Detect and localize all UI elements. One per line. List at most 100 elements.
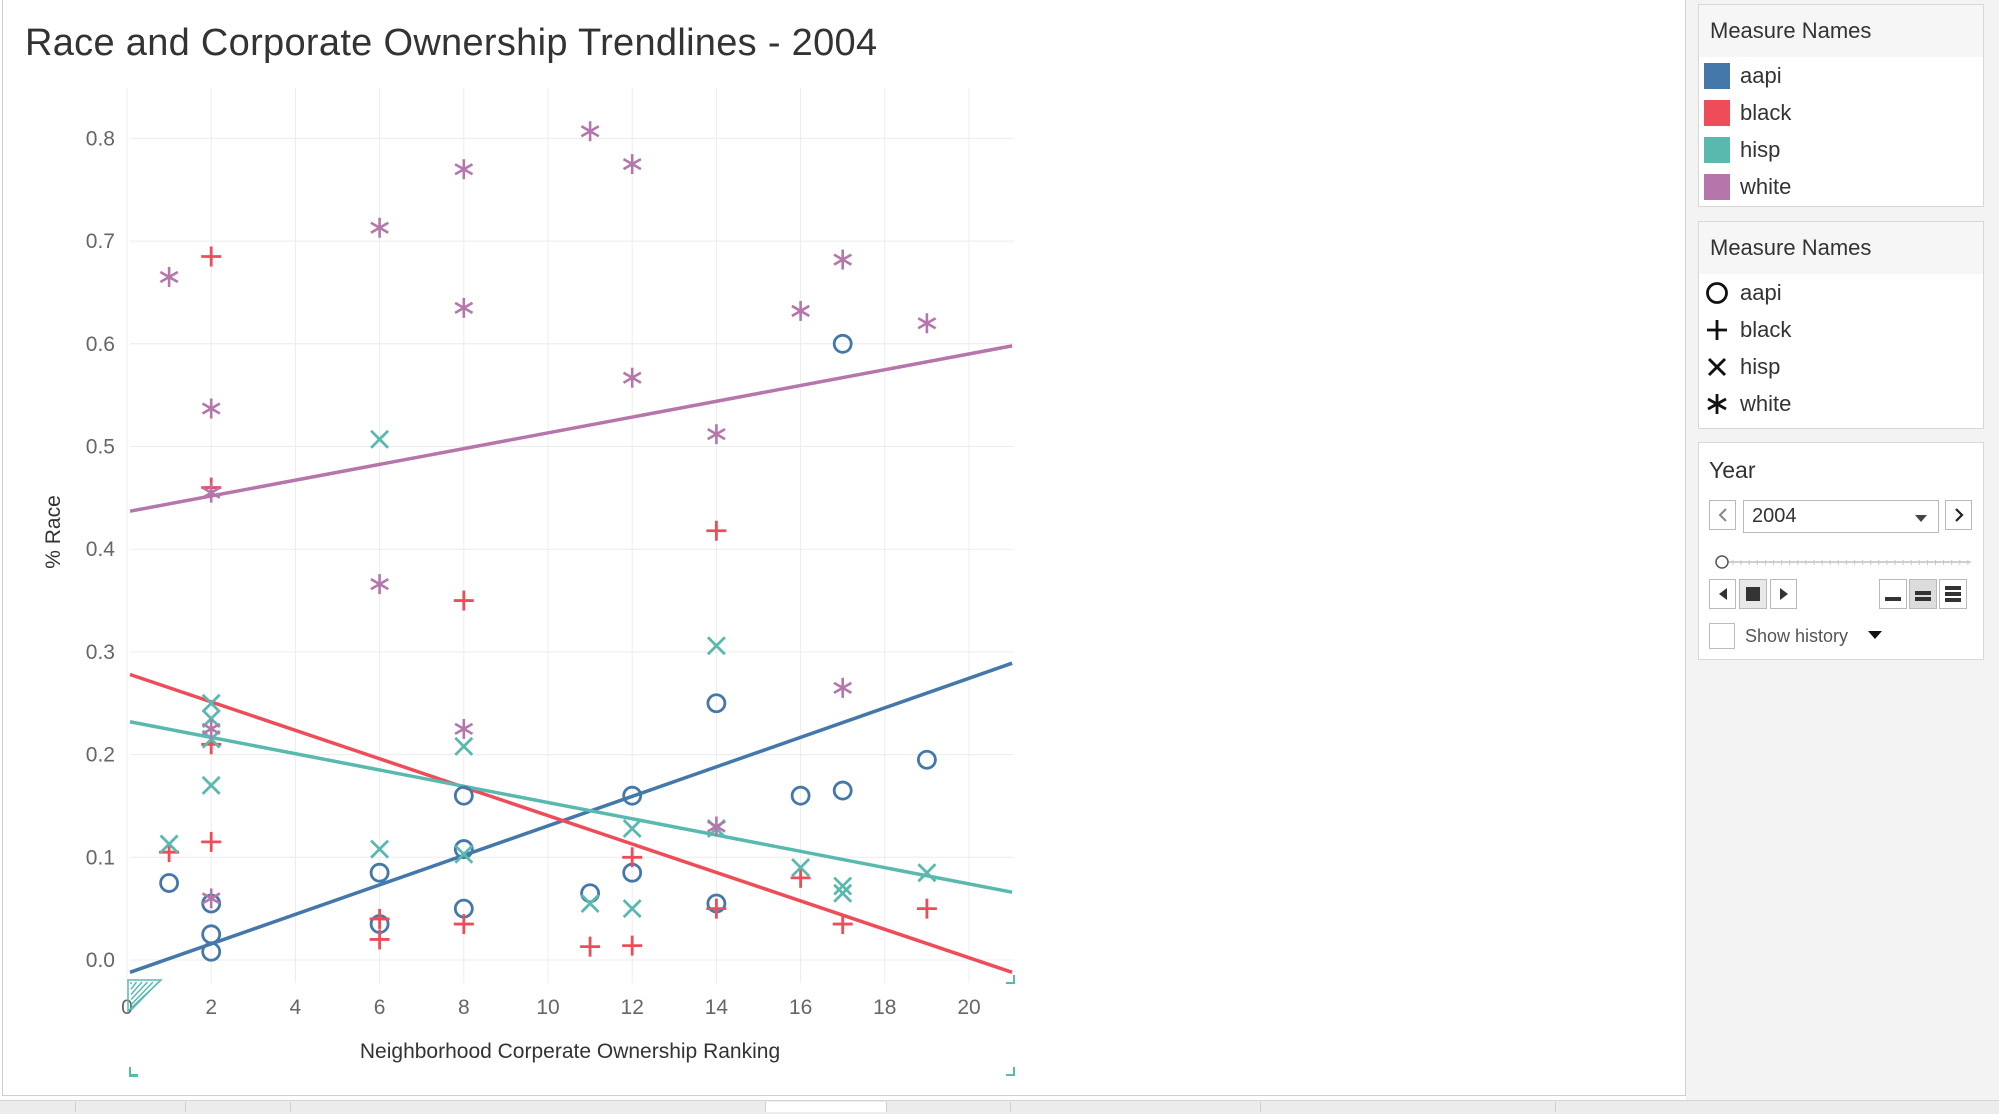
data-point-hisp <box>370 839 390 859</box>
legend-label: black <box>1740 316 1792 342</box>
point-shape <box>201 402 221 415</box>
slider-thumb[interactable] <box>1715 555 1729 569</box>
data-point-black <box>622 847 643 868</box>
point-shape <box>369 862 390 883</box>
playback-forward-button[interactable] <box>1770 579 1797 609</box>
data-point-white <box>201 398 221 419</box>
color-legend-item-white[interactable]: white <box>1699 168 1983 205</box>
data-point-black <box>916 898 937 919</box>
data-point-hisp <box>622 899 642 919</box>
playback-stop-button[interactable] <box>1739 579 1767 609</box>
caret-down-icon[interactable] <box>1867 630 1883 640</box>
data-point-hisp <box>201 775 221 795</box>
hatch-line <box>130 981 138 990</box>
point-shape <box>706 636 726 656</box>
scatter-chart: 0 2 4 6 8 10 12 14 16 18 20 0.0 0.1 0.2 0.3 0.4 0.5 0.6 0.… <box>42 88 1015 1077</box>
speed-fast-button[interactable] <box>1939 579 1967 609</box>
point-shape <box>622 819 642 839</box>
data-point-white <box>370 574 389 595</box>
slider-ticks <box>1732 560 1969 565</box>
corner-mark <box>129 1070 138 1077</box>
chart-title: Race and Corporate Ownership Trendlines … <box>25 22 878 64</box>
data-point-hisp <box>159 834 179 854</box>
show-history-checkbox[interactable] <box>1709 623 1735 649</box>
year-select[interactable]: 2004 <box>1743 500 1939 533</box>
side-panel: Measure Names aapi black hisp white Measure… <box>1686 0 1999 1113</box>
shape-legend-item-aapi[interactable]: aapi <box>1699 274 1983 311</box>
color-swatch <box>1704 173 1730 200</box>
active-sheet-tab[interactable] <box>765 1102 887 1112</box>
data-point-black <box>622 935 643 956</box>
data-point-white <box>622 154 642 175</box>
point-shape <box>454 736 474 756</box>
color-legend-item-black[interactable]: black <box>1699 94 1983 131</box>
data-point-white <box>201 888 221 909</box>
point-shape <box>201 892 221 905</box>
data-point-hisp <box>917 863 937 883</box>
y-tick-label: 0.2 <box>86 744 115 767</box>
data-point-black <box>580 936 601 957</box>
data-point-white <box>833 249 853 270</box>
point-shape <box>622 785 643 806</box>
hatch-line <box>130 981 143 995</box>
data-points <box>159 121 937 962</box>
shape-legend-item-white[interactable]: white <box>1699 385 1983 422</box>
color-legend-item-hisp[interactable]: hisp <box>1699 131 1983 168</box>
playback-back-button[interactable] <box>1709 579 1736 609</box>
y-tick-label: 0.6 <box>86 333 115 356</box>
year-next-button[interactable] <box>1945 500 1972 530</box>
year-prev-button[interactable] <box>1709 500 1736 530</box>
y-tick-label: 0.3 <box>86 641 115 664</box>
point-shape <box>832 780 853 801</box>
speed-slow-button[interactable] <box>1879 579 1907 609</box>
data-point-aapi <box>832 780 853 801</box>
data-point-white <box>454 159 474 180</box>
legend-label: black <box>1740 99 1792 125</box>
color-legend-item-aapi[interactable]: aapi <box>1699 57 1983 94</box>
shape-legend-item-black[interactable]: black <box>1699 311 1983 348</box>
point-shape <box>833 883 853 903</box>
year-slider[interactable] <box>1715 555 1973 569</box>
trend-line-aapi <box>129 661 1013 974</box>
data-point-hisp <box>201 693 221 713</box>
point-shape <box>453 785 474 806</box>
y-tick-label: 0.0 <box>86 949 115 972</box>
x-tick-label: 6 <box>374 996 386 1019</box>
data-point-hisp <box>622 819 642 839</box>
step-forward-icon <box>1779 588 1788 600</box>
legend-label: hisp <box>1740 136 1781 162</box>
trend-line-hisp <box>129 720 1013 894</box>
x-tick-label: 8 <box>458 996 470 1019</box>
color-swatch <box>1704 136 1730 163</box>
color-swatch <box>1704 99 1730 126</box>
stop-icon <box>1746 587 1760 601</box>
point-shape <box>454 844 474 864</box>
year-select-value: 2004 <box>1752 505 1797 527</box>
point-shape <box>159 834 179 854</box>
tab-divider <box>1260 1102 1261 1112</box>
data-point-white <box>622 367 642 388</box>
x-tick-label: 2 <box>205 996 217 1019</box>
point-shape <box>454 301 474 314</box>
point-shape <box>370 577 389 591</box>
chevron-right-icon <box>1954 508 1964 522</box>
speed-medium-button[interactable] <box>1909 579 1937 609</box>
sheet-tab-strip <box>0 1100 1999 1114</box>
color-legend: Measure Names aapi black hisp white <box>1698 4 1984 207</box>
data-point-aapi <box>622 785 643 806</box>
data-point-black <box>706 520 727 541</box>
asterisk-icon <box>1707 393 1727 414</box>
data-point-aapi <box>369 862 390 883</box>
data-point-white <box>833 677 853 698</box>
x-tick-label: 16 <box>789 996 812 1019</box>
point-shape <box>791 858 811 878</box>
data-point-white <box>201 718 221 739</box>
data-point-hisp <box>580 894 600 914</box>
data-point-white <box>370 217 389 238</box>
speed-fast-icon <box>1945 586 1961 602</box>
shape-legend-item-hisp[interactable]: hisp <box>1699 348 1983 385</box>
chart-decorations <box>127 975 1015 1077</box>
point-shape <box>833 253 853 266</box>
shape-legend: Measure Names aapi black hisp white <box>1698 221 1984 429</box>
point-shape <box>832 333 853 354</box>
